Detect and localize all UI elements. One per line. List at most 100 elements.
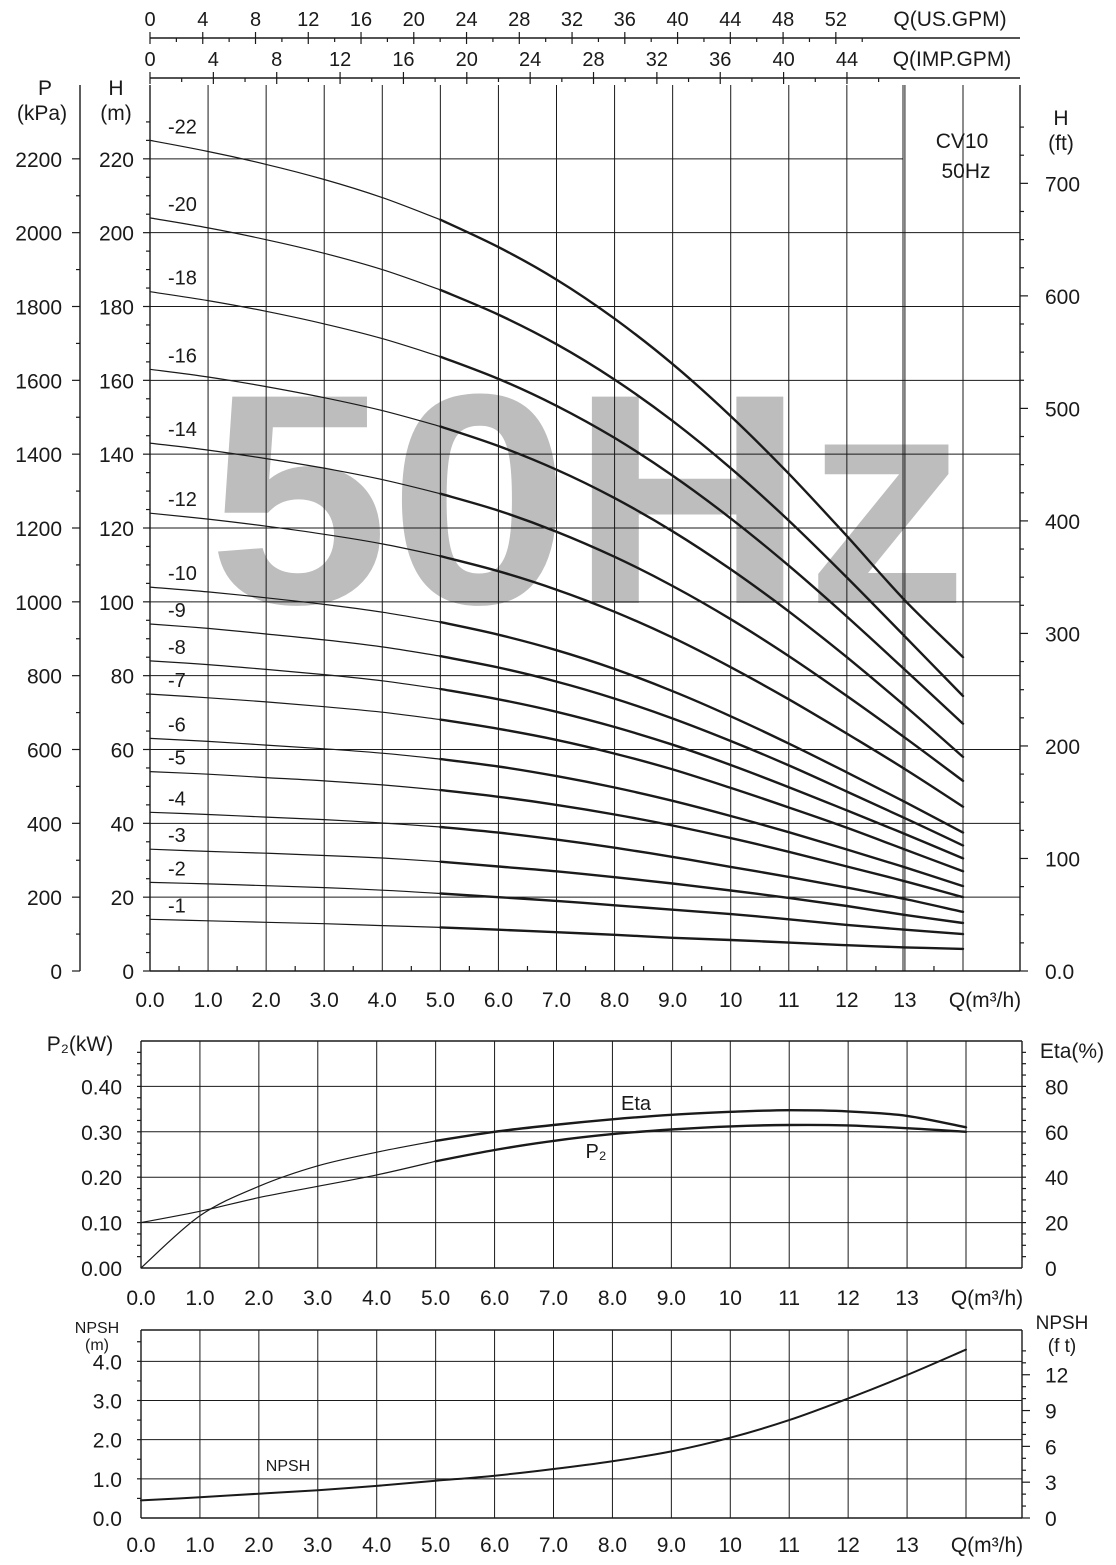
series-label: -6: [168, 714, 186, 736]
tick-label-p: 1000: [15, 592, 62, 615]
x-tick-label-npsh: 0.0: [126, 1534, 155, 1557]
tick-label-eta: 0: [1045, 1258, 1057, 1281]
head-curve--8: [439, 687, 965, 860]
x-tick-label-head: 9.0: [658, 989, 687, 1012]
head-curve--9: [439, 654, 965, 847]
tick-label-h: 0: [122, 961, 134, 984]
tick-label-npsh-m: 0.0: [93, 1508, 122, 1531]
tick-label-ft: 0.0: [1045, 961, 1074, 984]
x-tick-label-npsh: 2.0: [244, 1534, 273, 1557]
x-tick-label-npsh: 7.0: [539, 1534, 568, 1557]
frequency-annotation: 50Hz: [941, 160, 990, 183]
tick-label-imp: 36: [709, 49, 731, 71]
tick-label-ft: 700: [1045, 173, 1080, 196]
head-curve-thin--12: [149, 512, 441, 557]
tick-label-ft: 200: [1045, 736, 1080, 759]
x-tick-label-p2: 1.0: [185, 1287, 214, 1310]
x-tick-label-npsh: 9.0: [657, 1534, 686, 1557]
x-tick-label-npsh: 10: [719, 1534, 742, 1557]
tick-label-h: 60: [111, 740, 134, 763]
head-curve--1: [439, 926, 965, 951]
axis-title-p-unit: (kPa): [17, 102, 67, 125]
head-curve-thin--9: [149, 623, 441, 657]
tick-label-p: 0: [50, 961, 62, 984]
x-tick-label-npsh: 11: [778, 1534, 800, 1557]
head-curve-thin--4: [149, 811, 441, 828]
x-tick-label-head: 11: [778, 989, 800, 1012]
x-tick-label-head: 7.0: [542, 989, 571, 1012]
series-label-p2: P₂: [585, 1141, 606, 1163]
tick-label-eta: 40: [1045, 1167, 1068, 1190]
x-tick-label-head: 4.0: [368, 989, 397, 1012]
axis-title-p2: P₂(kW): [47, 1033, 113, 1056]
tick-label-us: 0: [144, 9, 155, 31]
series-label: -7: [168, 670, 186, 692]
head-curve-thin--2: [149, 881, 441, 895]
head-curve--18: [439, 355, 965, 725]
series-label: -16: [168, 345, 197, 367]
watermark-layer: 50Hz: [208, 331, 968, 667]
tick-label-imp: 28: [582, 49, 604, 71]
tick-label-p: 2200: [15, 149, 62, 172]
tick-label-us: 16: [350, 9, 372, 31]
head-curve-thin--1: [149, 918, 441, 928]
x-tick-label-npsh: 6.0: [480, 1534, 509, 1557]
tick-label-imp: 20: [456, 49, 478, 71]
curves-layer: [140, 139, 968, 1502]
x-tick-label-head: 5.0: [426, 989, 455, 1012]
tick-label-p2: 0.20: [81, 1167, 122, 1190]
axis-title-npsh-ft-unit: (f t): [1048, 1336, 1077, 1357]
tick-label-imp: 32: [646, 49, 668, 71]
x-tick-label-head: 2.0: [252, 989, 281, 1012]
series-label: -12: [168, 489, 197, 511]
series-label: -14: [168, 419, 197, 441]
head-curve--22: [439, 218, 965, 659]
tick-label-npsh-m: 2.0: [93, 1430, 122, 1453]
tick-label-us: 4: [197, 9, 208, 31]
series-label: -10: [168, 563, 197, 585]
axis-title-npsh-m: NPSH: [75, 1320, 119, 1337]
tick-label-npsh-ft: 3: [1045, 1472, 1057, 1495]
x-tick-label-p2: 10: [719, 1287, 742, 1310]
x-tick-label-p2: 9.0: [657, 1287, 686, 1310]
grid-layer: [141, 85, 1022, 1518]
head-curve--3: [439, 860, 965, 925]
axis-title-p: P: [38, 77, 52, 100]
tick-label-imp: 12: [329, 49, 351, 71]
tick-label-h: 80: [111, 666, 134, 689]
x-tick-label-npsh: 5.0: [421, 1534, 450, 1557]
x-tick-label-p2: 7.0: [539, 1287, 568, 1310]
tick-label-imp: 8: [271, 49, 282, 71]
curve-Eta: [434, 1109, 968, 1143]
tick-label-npsh-ft: 0: [1045, 1508, 1057, 1531]
x-tick-label-p2: 12: [836, 1287, 859, 1310]
head-curve--20: [439, 288, 965, 698]
head-curve--4: [439, 825, 965, 914]
x-tick-label-head: 0.0: [135, 989, 164, 1012]
tick-label-eta: 20: [1045, 1213, 1068, 1236]
series-label: -22: [168, 116, 197, 138]
x-tick-label-head: 8.0: [600, 989, 629, 1012]
axis-title-h: H: [108, 77, 123, 100]
x-tick-label-head: 6.0: [484, 989, 513, 1012]
x-tick-label-npsh: 8.0: [598, 1534, 627, 1557]
x-tick-label-npsh: 3.0: [303, 1534, 332, 1557]
tick-label-npsh-ft: 9: [1045, 1401, 1057, 1424]
tick-label-p2: 0.40: [81, 1076, 122, 1099]
tick-label-npsh-m: 3.0: [93, 1391, 122, 1414]
tick-label-npsh-ft: 12: [1045, 1365, 1068, 1388]
x-tick-label-head: 1.0: [193, 989, 222, 1012]
tick-label-imp: 0: [144, 49, 155, 71]
series-label-eta: Eta: [621, 1093, 652, 1115]
head-curve--16: [439, 425, 965, 759]
watermark-text: 50Hz: [208, 331, 968, 667]
tick-label-us: 32: [561, 9, 583, 31]
tick-label-h: 180: [99, 297, 134, 320]
model-annotation: CV10: [936, 130, 989, 153]
tick-label-us: 44: [719, 9, 741, 31]
tick-label-h: 40: [111, 813, 134, 836]
tick-label-imp: 40: [772, 49, 794, 71]
tick-label-us: 28: [508, 9, 530, 31]
series-label: -5: [168, 748, 186, 770]
